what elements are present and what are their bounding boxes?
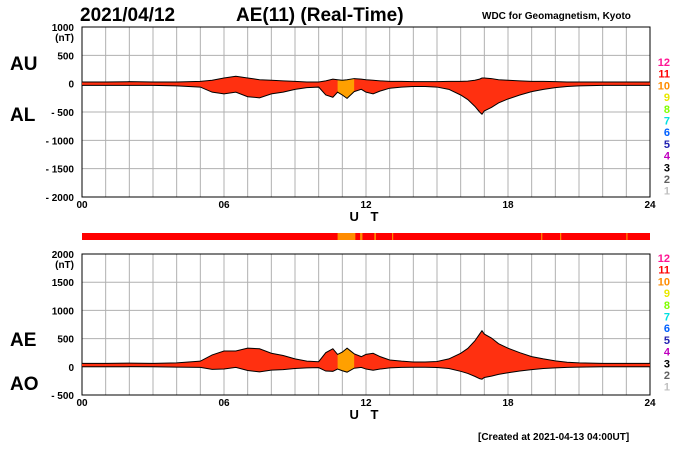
series-line-ae — [82, 329, 650, 364]
y-tick-label: - 500 — [51, 108, 74, 119]
y-tick-label: 1000 — [52, 23, 75, 34]
station-count-legend-5: 5 — [664, 335, 670, 347]
station-count-bar — [82, 233, 650, 240]
series-label-al: AL — [10, 105, 36, 126]
station-count-legend-9: 9 — [664, 288, 670, 300]
y-tick-label: 0 — [68, 363, 74, 374]
x-axis-label: U T — [350, 407, 383, 422]
series-area-fill — [82, 76, 650, 115]
station-count-legend-11: 11 — [658, 265, 670, 277]
station-count-legend-7: 7 — [664, 116, 670, 128]
y-axis-unit-label: (nT) — [55, 33, 74, 44]
station-count-legend-3: 3 — [664, 162, 670, 174]
created-timestamp: [Created at 2021-04-13 04:00UT] — [478, 432, 630, 443]
station-count-legend-2: 2 — [664, 174, 670, 186]
source-label: WDC for Geomagnetism, Kyoto — [482, 11, 631, 22]
y-tick-label: - 2000 — [46, 193, 75, 204]
station-count-legend-11: 11 — [658, 69, 670, 81]
station-count-bar-segment — [337, 233, 356, 240]
x-axis-label: U T — [350, 209, 383, 224]
station-count-legend-8: 8 — [664, 300, 670, 312]
series-line-al — [82, 84, 650, 116]
series-label-ae: AE — [10, 330, 36, 351]
station-count-bar-segment — [541, 233, 543, 240]
station-count-legend-1: 1 — [664, 186, 670, 198]
station-count-legend-12: 12 — [658, 57, 670, 69]
station-count-legend-1: 1 — [664, 382, 670, 394]
partial-station-fill — [337, 348, 355, 373]
station-count-legend-3: 3 — [664, 358, 670, 370]
y-tick-label: - 1500 — [46, 165, 75, 176]
series-line-ao — [82, 366, 650, 380]
y-tick-label: 0 — [68, 80, 74, 91]
station-count-legend-8: 8 — [664, 104, 670, 116]
plot-frame — [81, 26, 651, 198]
y-tick-label: - 1000 — [46, 136, 75, 147]
x-tick-label: 00 — [76, 398, 88, 409]
station-count-bar-segment — [626, 233, 628, 240]
series-area-fill — [82, 330, 650, 380]
station-count-legend-12: 12 — [658, 253, 670, 265]
x-tick-label: 18 — [502, 398, 514, 409]
series-line-au — [82, 75, 650, 83]
station-count-legend-5: 5 — [664, 139, 670, 151]
y-tick-label: 1500 — [52, 278, 75, 289]
y-tick-label: - 500 — [51, 391, 74, 402]
series-label-ao: AO — [10, 374, 39, 395]
station-count-legend-4: 4 — [664, 347, 671, 359]
station-count-legend-2: 2 — [664, 370, 670, 382]
partial-station-fill — [337, 78, 355, 99]
x-tick-label: 00 — [76, 200, 88, 211]
station-count-bar-segment — [374, 233, 376, 240]
y-axis-unit-label: (nT) — [55, 260, 74, 271]
station-count-legend-9: 9 — [664, 92, 670, 104]
station-count-legend-6: 6 — [664, 323, 670, 335]
station-count-legend-6: 6 — [664, 127, 670, 139]
y-tick-label: 500 — [57, 51, 74, 62]
station-count-bar-segment — [560, 233, 562, 240]
y-tick-label: 1000 — [52, 306, 75, 317]
station-count-legend-4: 4 — [664, 151, 671, 163]
station-count-legend-10: 10 — [658, 80, 670, 92]
station-count-bar-segment — [392, 233, 394, 240]
x-tick-label: 06 — [218, 398, 230, 409]
x-tick-label: 24 — [644, 200, 656, 211]
x-tick-label: 12 — [360, 200, 372, 211]
x-tick-label: 06 — [218, 200, 230, 211]
station-count-bar-segment — [360, 233, 363, 240]
chart-date: 2021/04/12 — [80, 5, 176, 26]
y-tick-label: 500 — [57, 335, 74, 346]
station-count-legend-10: 10 — [658, 276, 670, 288]
x-tick-label: 24 — [644, 398, 656, 409]
x-tick-label: 12 — [360, 398, 372, 409]
y-tick-label: 2000 — [52, 250, 75, 261]
chart-title: AE(11) (Real-Time) — [236, 5, 404, 26]
station-count-legend-7: 7 — [664, 312, 670, 324]
x-tick-label: 18 — [502, 200, 514, 211]
plot-frame — [81, 253, 651, 396]
series-label-au: AU — [10, 54, 37, 75]
